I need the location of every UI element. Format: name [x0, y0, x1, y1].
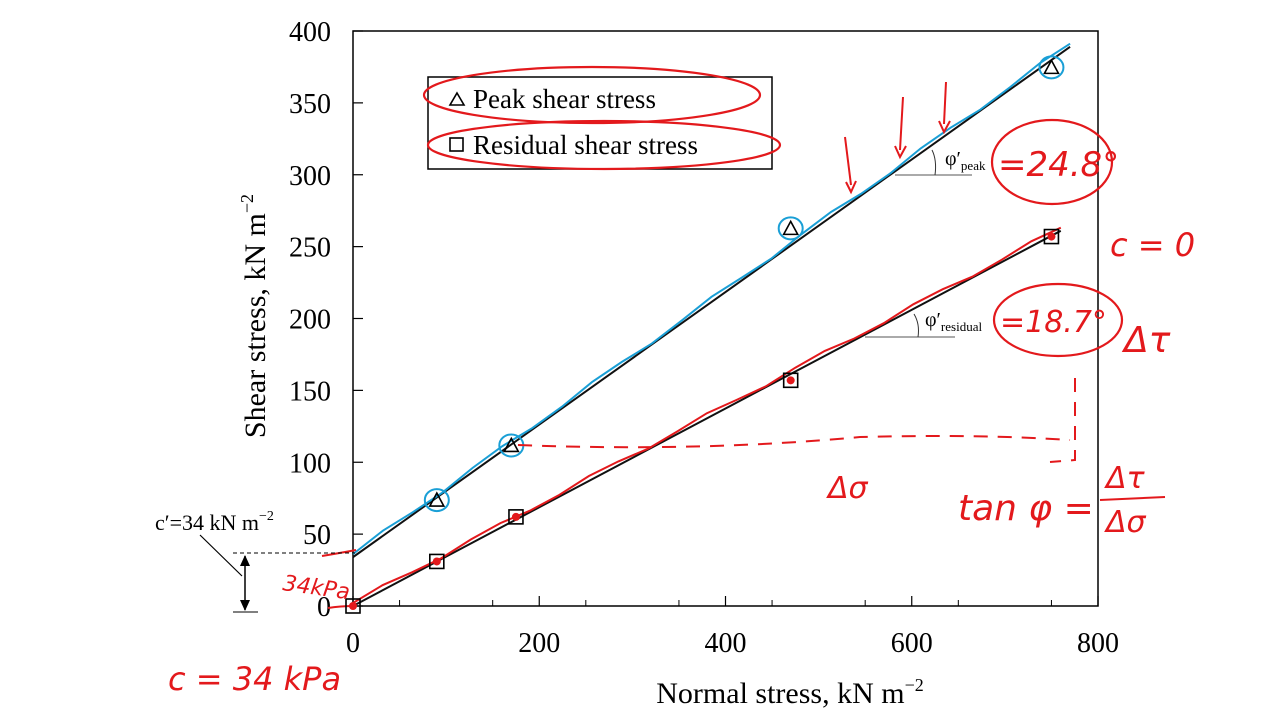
handwritten-notes: =24.8° =18.7° c = 0 Δτ Δσ tan φ = Δτ Δσ …: [168, 81, 1195, 698]
residual-point-red-dot: [1047, 232, 1056, 241]
phi-peak-value-circle: [990, 118, 1114, 206]
delta-sigma-guide: [517, 435, 1071, 449]
peak-point-blue-circle: [1038, 55, 1065, 80]
phi-peak-handwritten: =24.8°: [998, 145, 1119, 185]
legend: Peak shear stress Residual shear stress: [422, 65, 782, 171]
residual-fit-line: [352, 229, 1062, 607]
delta-sigma-note: Δσ: [826, 471, 869, 506]
peak-point-blue-circle: [423, 488, 450, 513]
phi-peak-annotation: φ′peak: [895, 148, 986, 176]
phi-peak-arc: [931, 149, 937, 176]
y-tick-label: 400: [289, 17, 331, 48]
legend-peak-marker: [448, 91, 466, 106]
phi-residual-handwritten: =18.7°: [1000, 305, 1107, 340]
x-tick-label: 800: [1077, 628, 1119, 659]
x-axis-title: Normal stress, kN m−2: [656, 675, 923, 710]
x-tick-label: 200: [518, 628, 560, 659]
y-tick-label: 200: [289, 305, 331, 336]
peak-point-blue-circle: [777, 216, 804, 241]
tan-phi-note: tan φ =: [958, 488, 1094, 529]
cohesion-arrow-up: [240, 555, 250, 566]
residual-point: [429, 553, 445, 570]
peak-point: [502, 436, 520, 453]
cohesion-leader-line: [199, 534, 243, 577]
x-axis-title-text: Normal stress, kN m: [656, 677, 904, 710]
x-axis-title-sup: −2: [905, 675, 924, 695]
y-tick-label: 250: [289, 233, 331, 264]
phi-residual-arc: [913, 313, 919, 338]
cohesion-label-sup: −2: [259, 509, 274, 524]
cohesion-arrow-down: [240, 600, 250, 611]
y-tick-label: 350: [289, 89, 331, 120]
peak-point: [782, 219, 800, 236]
y-tick-label: 100: [289, 448, 331, 479]
phi-residual-symbol: φ′: [925, 309, 941, 331]
c-left-note: 34kPa: [281, 571, 351, 605]
phi-residual-label: φ′residual: [925, 309, 982, 334]
cohesion-label-text: c′=34 kN m: [155, 510, 259, 535]
c-bottom-note: c = 34 kPa: [168, 660, 341, 698]
y-tick-label: 50: [303, 520, 331, 551]
x-tick-label: 600: [891, 628, 933, 659]
phi-residual-value-circle: [992, 282, 1124, 358]
legend-peak-label: Peak shear stress: [473, 84, 656, 114]
pointer-arrow-1: [844, 136, 857, 195]
phi-peak-sub: peak: [961, 158, 986, 173]
pointer-arrow-3: [938, 81, 951, 135]
y-axis-title-text: Shear stress, kN m: [239, 213, 272, 438]
fit-lines: [352, 45, 1071, 607]
c-zero-note: c = 0: [1110, 226, 1195, 264]
fraction-numerator: Δτ: [1104, 461, 1146, 496]
cohesion-label: c′=34 kN m−2: [155, 509, 274, 535]
phi-peak-symbol: φ′: [945, 148, 961, 170]
y-tick-label: 0: [317, 592, 331, 623]
fraction-bar: [1099, 496, 1166, 501]
residual-red-trace: [352, 226, 1062, 604]
residual-point: [345, 598, 361, 614]
legend-residual-label: Residual shear stress: [473, 130, 698, 160]
legend-residual-marker: [449, 137, 464, 152]
phi-residual-sub: residual: [941, 319, 983, 334]
y-tick-label: 300: [289, 161, 331, 192]
residual-point: [1043, 228, 1060, 245]
y-axis-title: Shear stress, kN m−2: [237, 194, 272, 438]
fraction-denominator: Δσ: [1104, 505, 1147, 540]
delta-tau-note: Δτ: [1121, 320, 1171, 361]
residual-point-red-dot: [511, 512, 520, 521]
x-tick-label: 400: [705, 628, 747, 659]
delta-tau-guide: [1049, 378, 1076, 463]
y-tick-label: 150: [289, 376, 331, 407]
residual-point: [508, 509, 524, 525]
residual-point-red-dot: [786, 376, 795, 385]
residual-point-red-dot: [432, 557, 441, 566]
residual-point: [782, 372, 799, 389]
axis-tick-labels: 0 200 400 600 800 0 50 100 150 200 250 300 350 400: [289, 17, 1119, 659]
phi-peak-label: φ′peak: [945, 148, 986, 173]
peak-point: [1043, 58, 1060, 75]
cohesion-annotation: c′=34 kN m−2: [155, 509, 355, 613]
legend-residual-circle: [426, 119, 782, 171]
peak-point: [428, 491, 446, 507]
peak-fit-line: [352, 45, 1071, 558]
x-tick-label: 0: [346, 628, 360, 659]
axis-ticks: [352, 30, 1099, 607]
peak-blue-trace: [352, 42, 1071, 555]
residual-point-red-dot: [349, 602, 357, 610]
pointer-arrow-2: [894, 96, 907, 160]
legend-peak-circle: [422, 65, 762, 125]
y-axis-title-sup: −2: [237, 194, 257, 213]
phi-residual-annotation: φ′residual: [865, 309, 982, 338]
